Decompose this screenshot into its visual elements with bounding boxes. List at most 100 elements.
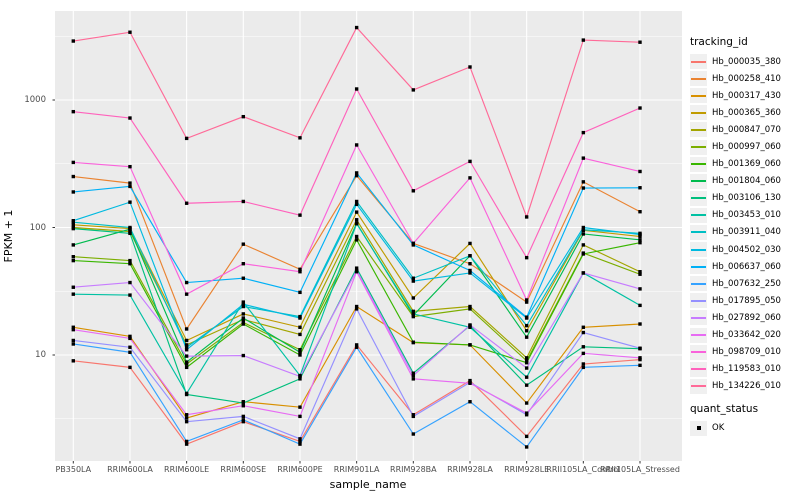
legend-key-color bbox=[691, 214, 706, 217]
data-point bbox=[354, 199, 359, 204]
data-point bbox=[354, 266, 359, 270]
data-point bbox=[128, 334, 132, 339]
legend-item-label: Hb_027892_060 bbox=[712, 312, 781, 323]
legend-key-line-icon bbox=[690, 54, 707, 70]
data-point bbox=[298, 350, 302, 354]
data-point bbox=[354, 210, 359, 214]
data-point bbox=[241, 414, 246, 419]
data-point bbox=[411, 88, 416, 92]
data-point bbox=[71, 243, 75, 247]
data-point bbox=[241, 242, 246, 246]
x-tick-label: RRIM928LE bbox=[504, 465, 550, 474]
legend-key-color bbox=[691, 94, 706, 97]
legend-item-quant-status: OK bbox=[690, 420, 798, 437]
data-point bbox=[241, 404, 246, 408]
legend-item: Hb_000035_380 bbox=[690, 53, 798, 70]
legend-key-line-icon bbox=[690, 310, 707, 326]
data-point bbox=[411, 309, 416, 314]
data-point bbox=[638, 322, 642, 326]
data-point bbox=[638, 210, 642, 214]
data-point bbox=[354, 307, 359, 311]
data-point bbox=[581, 345, 586, 349]
legend-key-color bbox=[691, 60, 706, 63]
data-point bbox=[524, 329, 529, 333]
data-point bbox=[524, 255, 529, 260]
data-point bbox=[468, 304, 472, 309]
legend-key-color bbox=[691, 316, 706, 319]
data-point bbox=[184, 343, 189, 347]
x-tick-label: RRIM600LE bbox=[164, 465, 210, 474]
data-point bbox=[184, 136, 189, 141]
y-tick-label: 100 bbox=[29, 222, 46, 233]
y-tick-label: 1000 bbox=[24, 95, 46, 105]
data-point bbox=[241, 304, 246, 309]
data-point bbox=[354, 87, 359, 91]
data-point bbox=[71, 325, 75, 329]
data-point bbox=[128, 350, 132, 354]
data-point bbox=[468, 381, 472, 385]
data-point bbox=[241, 312, 246, 316]
data-point bbox=[581, 243, 586, 247]
legend-item-label: Hb_000317_430 bbox=[712, 90, 781, 101]
data-point bbox=[581, 351, 586, 356]
legend-key-line-icon bbox=[690, 88, 707, 104]
data-point bbox=[524, 315, 529, 319]
legend-item-label: Hb_003106_130 bbox=[712, 193, 781, 204]
x-tick-label: RRIM600LA bbox=[107, 465, 153, 474]
legend-item: Hb_098709_010 bbox=[690, 344, 798, 361]
legend-key-color bbox=[691, 180, 706, 183]
data-point bbox=[298, 136, 302, 140]
legend-item: Hb_000317_430 bbox=[690, 87, 798, 104]
data-point bbox=[411, 377, 416, 381]
x-tick-label: RRIM600SE bbox=[220, 465, 267, 474]
legend-key-color bbox=[691, 368, 706, 371]
data-point bbox=[298, 325, 302, 329]
data-point bbox=[184, 391, 189, 396]
data-point bbox=[468, 378, 472, 383]
x-axis-title: sample_name bbox=[329, 478, 407, 491]
data-point bbox=[638, 270, 642, 274]
data-point bbox=[184, 338, 189, 343]
data-point bbox=[524, 375, 529, 379]
data-point bbox=[581, 180, 586, 184]
data-point bbox=[638, 363, 642, 368]
data-point bbox=[581, 365, 586, 370]
data-point bbox=[638, 287, 642, 291]
legend-key-color bbox=[691, 265, 706, 268]
legend-item: Hb_003453_010 bbox=[690, 207, 798, 224]
data-point bbox=[71, 219, 75, 223]
legend-item: Hb_017895_050 bbox=[690, 292, 798, 309]
data-point bbox=[468, 271, 472, 275]
legend-item-label: Hb_000035_380 bbox=[712, 56, 781, 67]
x-tick-label: RRIM928BA bbox=[390, 465, 437, 474]
data-point bbox=[298, 353, 302, 357]
data-point bbox=[128, 365, 132, 370]
data-point bbox=[298, 316, 302, 320]
data-point bbox=[411, 279, 416, 283]
data-point bbox=[524, 298, 529, 302]
data-point bbox=[71, 327, 75, 332]
legend-shape-items: OK bbox=[690, 420, 798, 437]
legend-item-label: Hb_134226_010 bbox=[712, 381, 781, 392]
data-point bbox=[241, 419, 246, 424]
data-point bbox=[638, 346, 642, 350]
data-point bbox=[184, 413, 189, 417]
data-point bbox=[524, 300, 529, 304]
data-point bbox=[524, 323, 529, 328]
data-point bbox=[298, 442, 302, 446]
x-tick-label: RRIM928LA bbox=[447, 465, 493, 474]
x-tick-label: RRIM901LA bbox=[333, 465, 380, 474]
legend-key-line-icon bbox=[690, 139, 707, 155]
x-tick-label: PB350LA bbox=[55, 465, 92, 474]
legend-key-color bbox=[691, 248, 706, 251]
data-point bbox=[71, 190, 75, 194]
data-point bbox=[298, 348, 302, 352]
data-point bbox=[241, 300, 246, 304]
data-point bbox=[71, 174, 75, 179]
data-point bbox=[128, 229, 132, 234]
data-point bbox=[468, 262, 472, 266]
data-point bbox=[411, 373, 416, 378]
data-point bbox=[71, 342, 75, 346]
data-point bbox=[241, 114, 246, 119]
legend-key-line-icon bbox=[690, 242, 707, 258]
